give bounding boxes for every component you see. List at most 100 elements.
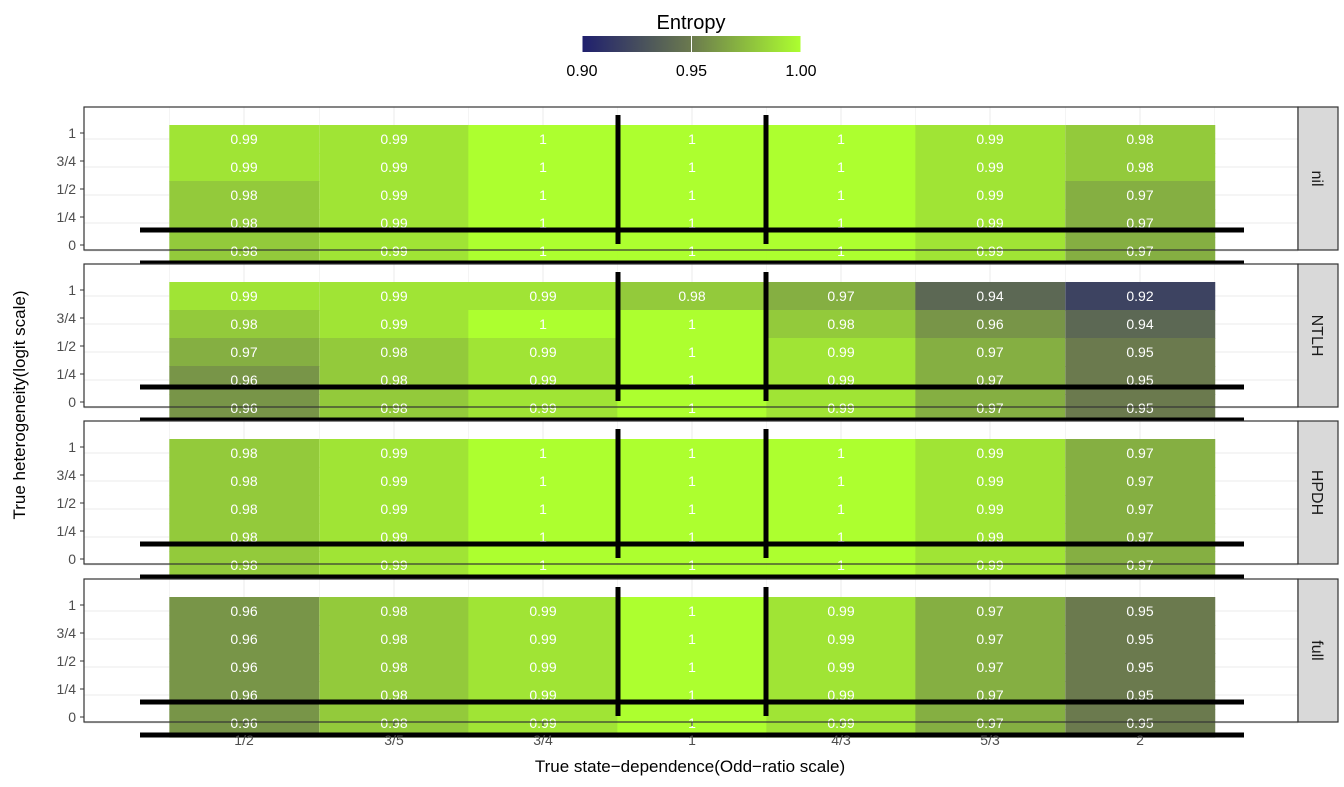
- cell-value-label: 0.99: [827, 372, 854, 388]
- cell-value-label: 0.96: [230, 631, 257, 647]
- cell-value-label: 0.97: [1126, 187, 1153, 203]
- panel-hpdh: 0.98 0.99 1 1 1 0.99 0.97 0.98 0.99 1 1 1 0.99 0.97 0.…: [57, 420, 1339, 580]
- heatmap-cell: [169, 597, 320, 626]
- cell-value-label: 0.98: [230, 215, 257, 231]
- cell-value-label: 0.99: [976, 445, 1003, 461]
- y-tick-label: 3/4: [57, 310, 77, 326]
- y-tick-label: 1/2: [57, 495, 77, 511]
- heatmap-cell: [915, 523, 1066, 552]
- cell-value-label: 0.98: [678, 288, 705, 304]
- cell-value-label: 1: [837, 557, 845, 573]
- cell-value-label: 0.99: [529, 687, 556, 703]
- panel-full: 0.96 0.98 0.99 1 0.99 0.97 0.95 0.96 0.98 0.99 1 0.…: [57, 578, 1339, 738]
- heatmap-cell: [915, 439, 1066, 468]
- heatmap-cell: [1065, 597, 1216, 626]
- heatmap-cell: [617, 681, 768, 710]
- heatmap-cell: [169, 681, 320, 710]
- cell-value-label: 0.99: [976, 159, 1003, 175]
- heatmap-cell: [915, 310, 1066, 339]
- cell-value-label: 0.99: [827, 631, 854, 647]
- heatmap-cell: [1065, 495, 1216, 524]
- y-tick-label: 1/4: [57, 523, 77, 539]
- facet-strip-label: nil: [1308, 170, 1325, 186]
- color-legend: Entropy 0.90 0.95 1.00: [566, 12, 816, 80]
- cell-value-label: 0.98: [230, 316, 257, 332]
- heatmap-cell: [617, 153, 768, 182]
- cell-value-label: 1: [837, 187, 845, 203]
- cell-value-label: 0.97: [976, 400, 1003, 416]
- heatmap-cell: [468, 366, 619, 395]
- heatmap-cell: [766, 181, 917, 210]
- heatmap-cell: [169, 523, 320, 552]
- cell-value-label: 0.97: [976, 659, 1003, 675]
- heatmap-cell: [169, 653, 320, 682]
- heatmap-tiles: 0.98 0.99 1 1 1 0.99 0.97 0.98 0.99 1 1 1 0.99 0.97 0.…: [169, 439, 1216, 580]
- heatmap-cell: [766, 125, 917, 154]
- cell-value-label: 1: [837, 243, 845, 259]
- heatmap-cell: [766, 209, 917, 238]
- y-tick-label: 1/4: [57, 366, 77, 382]
- cell-value-label: 0.96: [230, 687, 257, 703]
- cell-value-label: 1: [539, 159, 547, 175]
- legend-tick-label: 1.00: [785, 63, 816, 80]
- heatmap-cell: [915, 653, 1066, 682]
- heatmap-tiles: 0.99 0.99 1 1 1 0.99 0.98 0.99 0.99 1 1 1 0.99 0.98 0.…: [169, 125, 1216, 266]
- heatmap-cell: [468, 125, 619, 154]
- cell-value-label: 0.98: [380, 372, 407, 388]
- heatmap-cell: [319, 681, 470, 710]
- cell-value-label: 1: [688, 215, 696, 231]
- heatmap-cell: [617, 366, 768, 395]
- heatmap-cell: [617, 209, 768, 238]
- heatmap-cell: [319, 625, 470, 654]
- heatmap-cell: [468, 338, 619, 367]
- cell-value-label: 0.95: [1126, 400, 1153, 416]
- cell-value-label: 1: [837, 131, 845, 147]
- y-axis-ticks: 1 3/4 1/2 1/4 0: [57, 125, 84, 253]
- y-tick-label: 1: [68, 282, 76, 298]
- cell-value-label: 1: [688, 316, 696, 332]
- facet-strip-label: full: [1308, 640, 1325, 660]
- heatmap-cell: [766, 366, 917, 395]
- y-tick-label: 1: [68, 125, 76, 141]
- heatmap-cell: [915, 181, 1066, 210]
- cell-value-label: 1: [539, 557, 547, 573]
- cell-value-label: 0.98: [380, 687, 407, 703]
- heatmap-cell: [319, 153, 470, 182]
- heatmap-cell: [766, 310, 917, 339]
- heatmap-cell: [319, 653, 470, 682]
- facet-strip: [1297, 420, 1339, 565]
- heatmap-cell: [766, 467, 917, 496]
- heatmap-cell: [319, 209, 470, 238]
- heatmap-cell: [1065, 653, 1216, 682]
- cell-value-label: 0.97: [1126, 557, 1153, 573]
- cell-value-label: 0.99: [230, 131, 257, 147]
- cell-value-label: 1: [688, 603, 696, 619]
- heatmap-cell: [169, 153, 320, 182]
- cell-value-label: 1: [688, 473, 696, 489]
- heatmap-cell: [468, 523, 619, 552]
- cell-value-label: 0.99: [827, 603, 854, 619]
- cell-value-label: 0.98: [230, 187, 257, 203]
- heatmap-cell: [468, 153, 619, 182]
- cell-value-label: 0.99: [380, 473, 407, 489]
- cell-value-label: 0.99: [529, 400, 556, 416]
- heatmap-cell: [1065, 310, 1216, 339]
- cell-value-label: 0.98: [230, 529, 257, 545]
- heatmap-cell: [468, 439, 619, 468]
- reference-lines: [140, 587, 1244, 738]
- x-tick-label: 2: [1136, 732, 1144, 748]
- cell-value-label: 1: [539, 316, 547, 332]
- cell-value-label: 1: [837, 215, 845, 231]
- x-tick-label: 3/4: [533, 732, 553, 748]
- heatmap-cell: [766, 597, 917, 626]
- heatmap-cell: [319, 282, 470, 311]
- facet-panels: 0.99 0.99 1 1 1 0.99 0.98 0.99 0.99 1 1 1 0.99 0.98 0.…: [57, 106, 1339, 748]
- y-axis-ticks: 1 3/4 1/2 1/4 0: [57, 439, 84, 567]
- heatmap-cell: [766, 439, 917, 468]
- y-tick-label: 3/4: [57, 153, 77, 169]
- heatmap-cell: [617, 495, 768, 524]
- cell-value-label: 0.99: [380, 557, 407, 573]
- y-axis-label: True heterogeneity(logit scale): [10, 291, 29, 520]
- reference-lines: [140, 429, 1244, 580]
